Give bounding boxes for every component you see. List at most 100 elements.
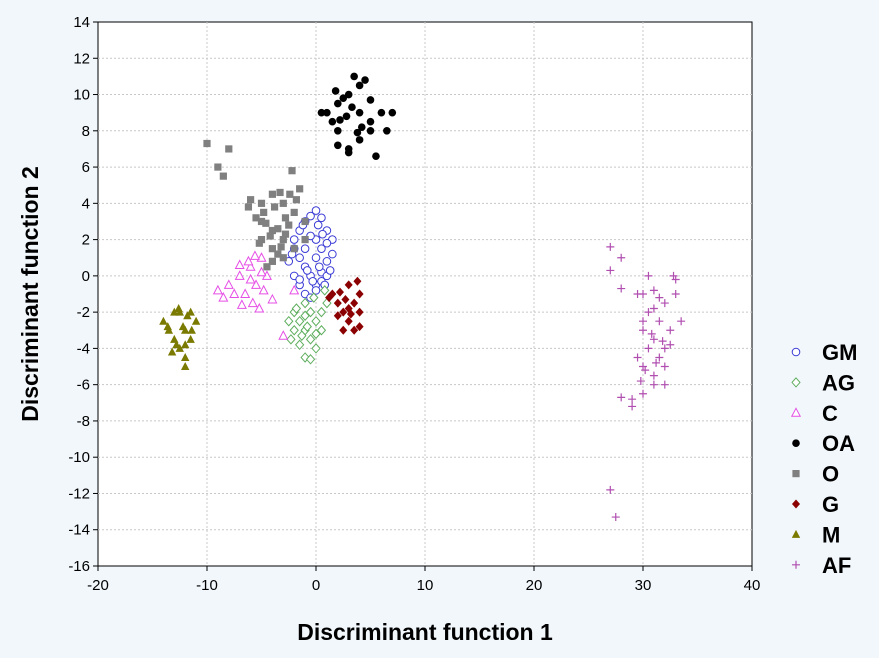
data-point-af xyxy=(606,242,615,251)
data-point-o xyxy=(274,250,282,258)
data-point-o xyxy=(279,236,287,244)
data-point-o xyxy=(257,236,266,244)
data-point-o xyxy=(268,190,276,198)
data-point-o xyxy=(281,230,290,238)
data-point-g xyxy=(339,325,348,335)
data-point-oa xyxy=(323,108,331,117)
data-point-af xyxy=(644,344,653,353)
data-point-o xyxy=(274,225,282,233)
data-point-ag xyxy=(309,292,319,303)
data-point-gm xyxy=(302,266,312,275)
legend-label-gm: GM xyxy=(822,340,857,365)
y-tick-label: 12 xyxy=(73,50,90,67)
data-point-m xyxy=(181,340,190,349)
data-point-af xyxy=(639,326,647,335)
x-axis-ticks: -20 -10 0 10 20 30 40 xyxy=(87,566,760,594)
data-point-af xyxy=(639,389,647,398)
data-point-ag xyxy=(302,321,312,332)
data-point-g xyxy=(353,276,362,286)
data-point-ag xyxy=(284,315,294,327)
data-point-oa xyxy=(361,76,369,84)
data-point-gm xyxy=(317,244,326,253)
data-point-gm xyxy=(311,286,321,295)
data-point-m xyxy=(167,347,177,356)
data-point-af xyxy=(660,299,669,308)
data-point-ag xyxy=(316,306,327,318)
y-tick-label: -14 xyxy=(68,522,90,539)
data-point-ag xyxy=(305,306,316,318)
data-point-ag xyxy=(320,285,330,296)
data-point-m xyxy=(159,316,168,325)
legend-marker-o xyxy=(792,470,800,478)
data-point-o xyxy=(296,185,304,193)
data-point-af xyxy=(617,393,626,402)
y-tick-label: -2 xyxy=(77,304,90,321)
data-point-o xyxy=(281,214,290,222)
series-oa xyxy=(317,72,397,160)
data-point-c xyxy=(258,284,269,295)
data-point-g xyxy=(335,287,344,297)
data-point-ag xyxy=(311,343,321,354)
data-point-oa xyxy=(355,81,364,90)
data-point-g xyxy=(355,322,364,332)
data-point-oa xyxy=(348,103,356,112)
data-point-o xyxy=(214,163,222,171)
data-point-af xyxy=(669,271,678,280)
data-point-c xyxy=(236,299,247,309)
data-point-af xyxy=(666,326,675,335)
data-point-af xyxy=(649,380,658,389)
data-point-ag xyxy=(300,310,310,322)
data-point-o xyxy=(279,254,287,262)
data-point-g xyxy=(325,293,334,303)
data-point-m xyxy=(163,322,172,331)
y-axis-title: Discriminant function 2 xyxy=(17,166,43,422)
y-tick-label: 10 xyxy=(73,87,90,104)
data-point-o xyxy=(252,214,260,222)
data-point-o xyxy=(266,232,274,240)
x-axis-title: Discriminant function 1 xyxy=(297,619,553,645)
data-point-oa xyxy=(336,116,344,124)
data-point-af xyxy=(606,266,615,275)
data-point-oa xyxy=(339,94,348,102)
data-point-c xyxy=(212,284,223,295)
data-point-c xyxy=(234,259,245,269)
legend-marker-gm xyxy=(791,347,801,357)
data-point-o xyxy=(262,219,270,227)
data-point-oa xyxy=(372,152,380,160)
data-point-af xyxy=(660,362,669,371)
data-point-o xyxy=(301,217,309,226)
data-point-af xyxy=(611,513,620,522)
data-point-af xyxy=(644,271,653,280)
data-point-oa xyxy=(366,96,375,104)
data-point-oa xyxy=(342,112,351,121)
x-tick-label: -20 xyxy=(87,577,109,594)
data-point-m xyxy=(186,334,195,343)
data-point-ag xyxy=(291,303,302,314)
data-point-c xyxy=(234,270,245,280)
data-point-c xyxy=(251,279,262,289)
data-point-af xyxy=(658,337,667,346)
data-point-g xyxy=(333,311,342,321)
data-point-c xyxy=(245,261,256,271)
data-point-ag xyxy=(294,315,305,327)
data-point-oa xyxy=(350,72,358,81)
data-point-oa xyxy=(388,108,397,117)
data-point-ag xyxy=(316,325,327,336)
data-point-ag xyxy=(311,315,321,327)
data-point-o xyxy=(285,221,293,229)
data-point-c xyxy=(247,297,258,308)
data-point-m xyxy=(172,340,181,349)
data-point-ag xyxy=(297,330,307,341)
data-point-gm xyxy=(295,253,304,263)
data-point-g xyxy=(339,307,348,317)
legend-label-af: AF xyxy=(822,553,851,578)
y-tick-label: 8 xyxy=(82,123,90,140)
data-point-o xyxy=(257,199,266,207)
legend-label-oa: OA xyxy=(822,431,855,456)
legend-label-g: G xyxy=(822,492,839,517)
data-point-o xyxy=(203,139,211,148)
data-point-o xyxy=(260,208,268,216)
legend-item-c: C xyxy=(790,401,838,426)
